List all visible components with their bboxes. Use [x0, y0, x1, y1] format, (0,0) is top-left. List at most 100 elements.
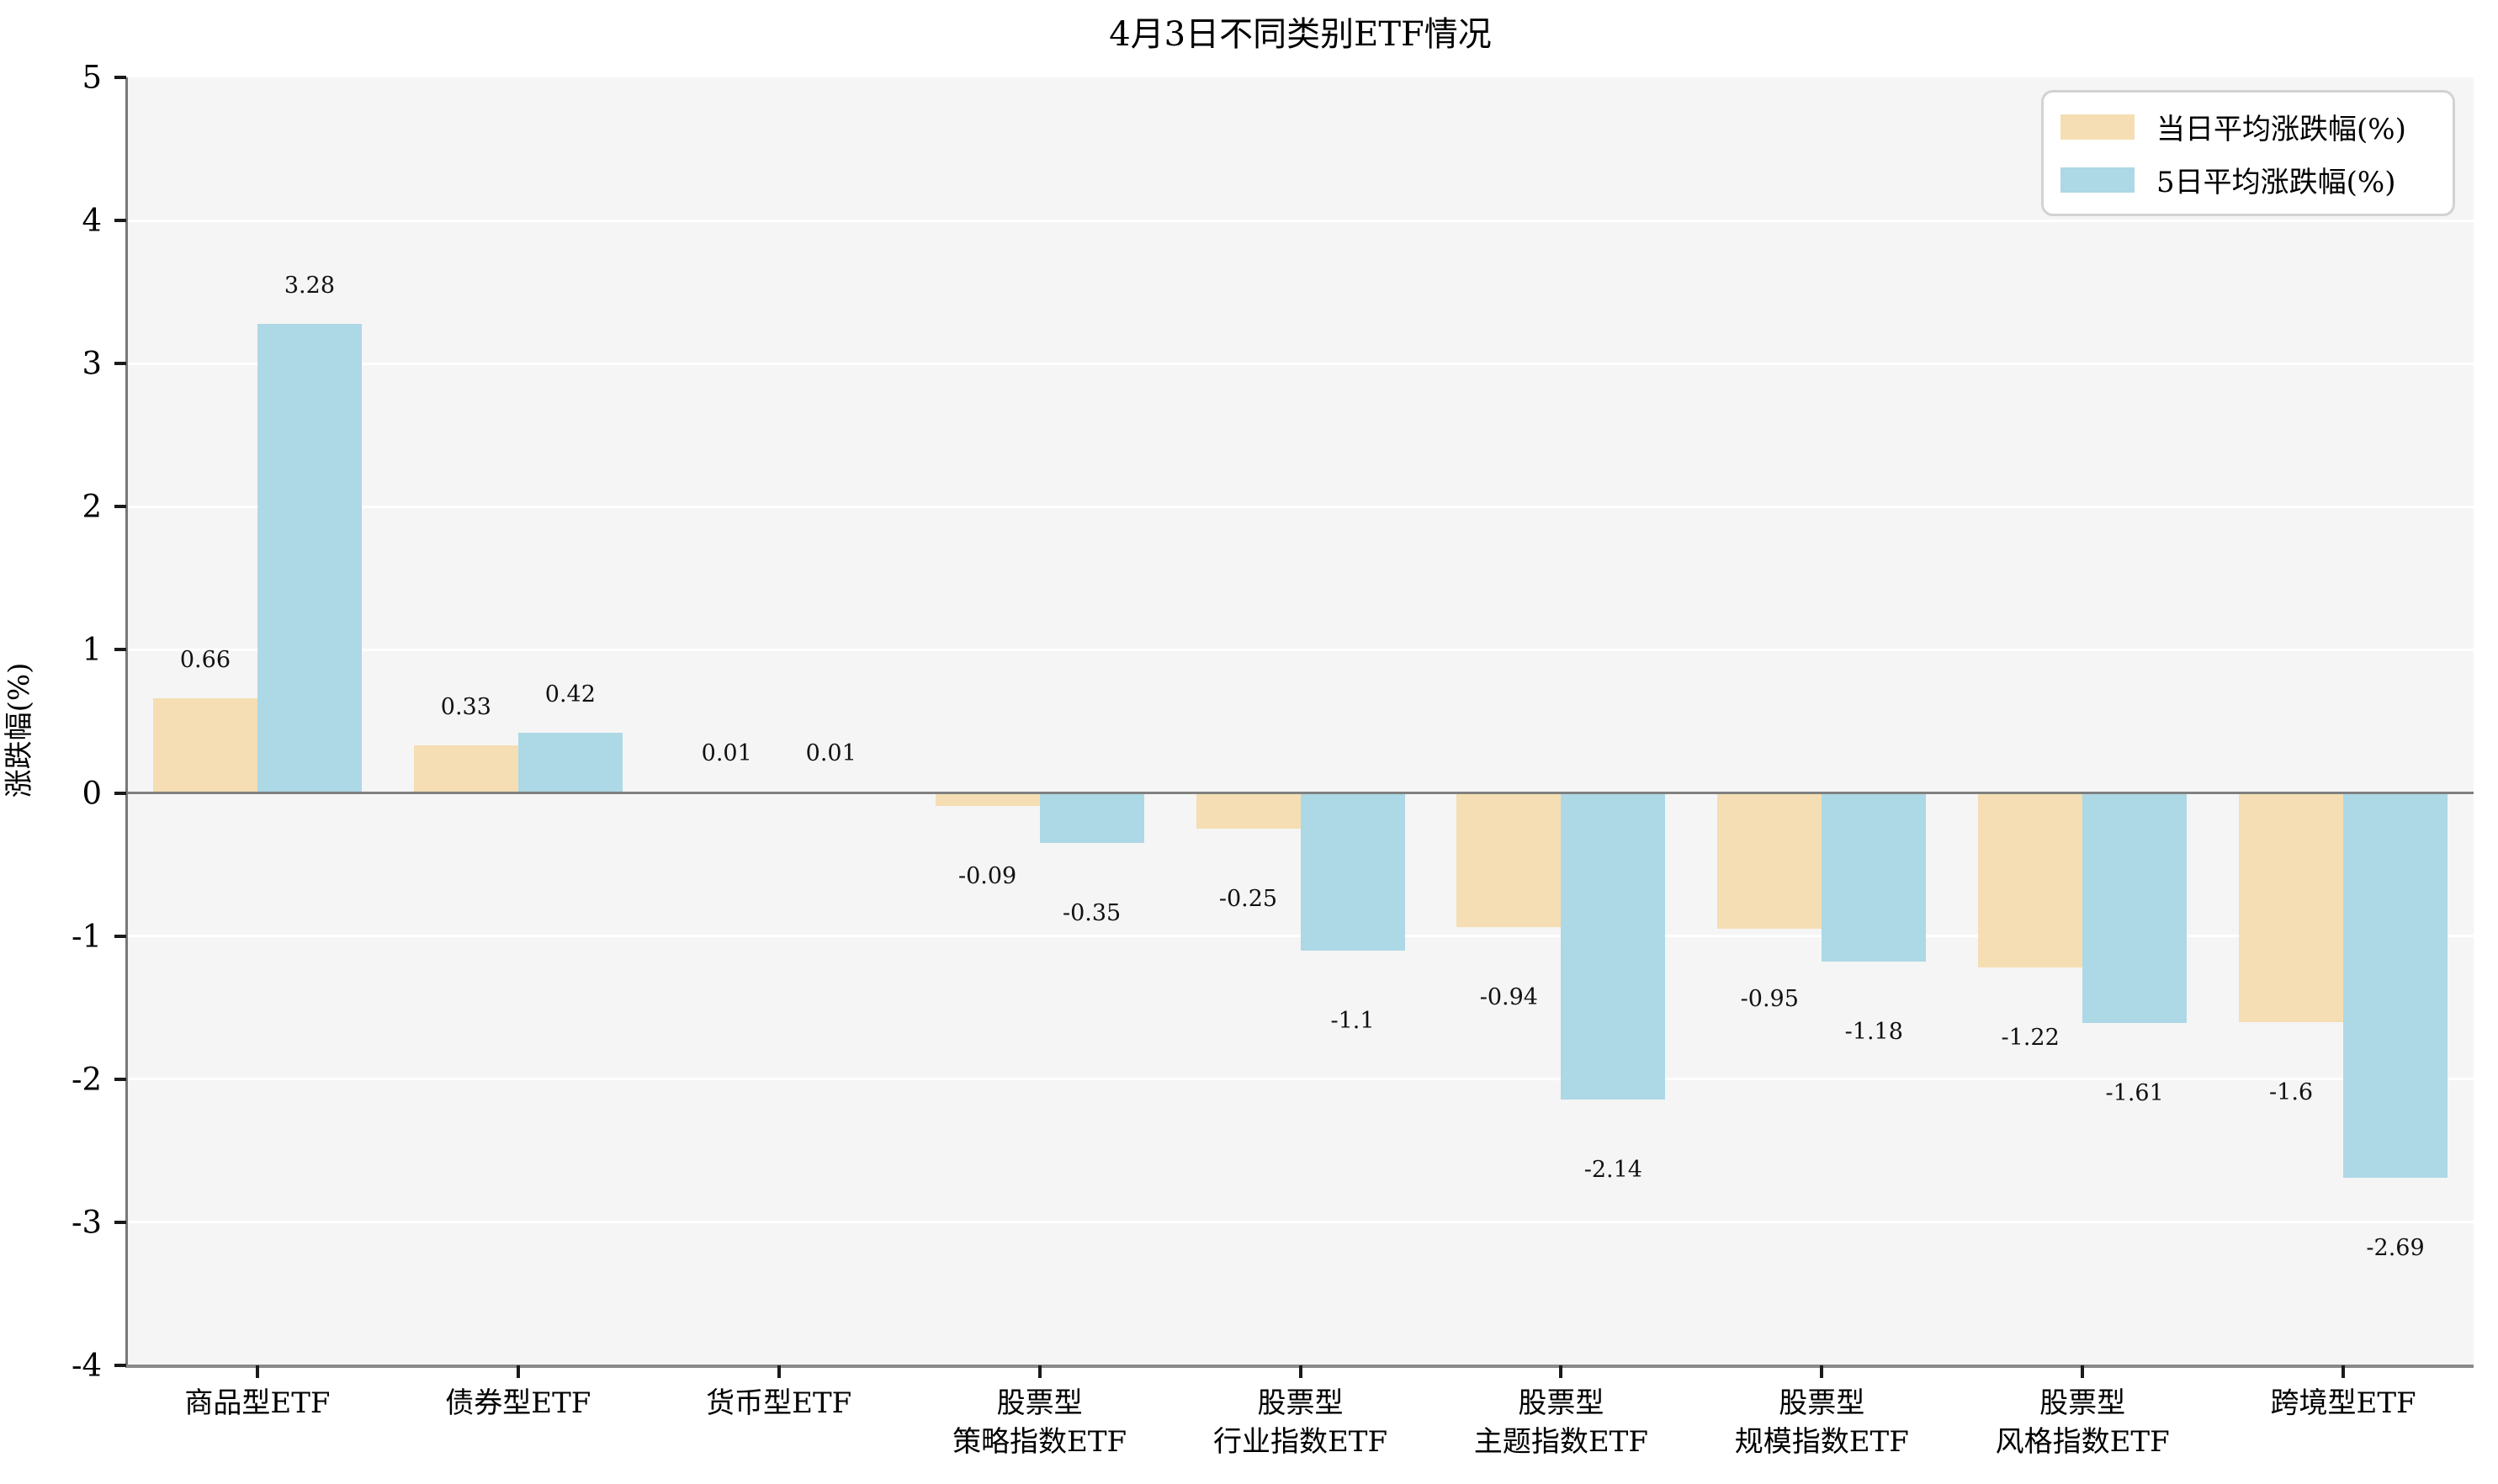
bar-daily [1717, 792, 1822, 930]
y-tick-mark [114, 219, 126, 223]
bar-value-label: 0.66 [179, 647, 231, 674]
bar-value-label: -2.69 [2366, 1235, 2425, 1262]
bar-5day [2082, 792, 2188, 1024]
bar-5day [1039, 792, 1144, 844]
x-tick-label: 货币型ETF [644, 1384, 914, 1423]
y-tick-mark [114, 76, 126, 79]
x-tick-mark [1559, 1365, 1563, 1378]
bar-daily [2239, 792, 2344, 1022]
chart-title: 4月3日不同类别ETF情况 [1109, 15, 1492, 54]
y-tick-mark [114, 791, 126, 795]
y-axis-title: 涨跌幅(%) [3, 662, 36, 798]
y-tick-label: 0 [82, 775, 102, 812]
x-tick-label: 股票型主题指数ETF [1426, 1384, 1695, 1461]
legend-label-daily: 当日平均涨跌幅(%) [2156, 113, 2406, 146]
legend-item-series-2: 5日平均涨跌幅(%) [2060, 159, 2436, 200]
x-tick-label-line: 规模指数ETF [1734, 1425, 1909, 1459]
gridline [127, 1078, 2474, 1081]
gridline [127, 1221, 2474, 1224]
x-tick-mark [2342, 1365, 2346, 1378]
legend-label-5day: 5日平均涨跌幅(%) [2156, 166, 2396, 199]
bar-5day [257, 323, 362, 793]
y-tick-label: 1 [82, 631, 102, 668]
y-tick-mark [114, 362, 126, 366]
bar-value-label: 3.28 [284, 272, 335, 299]
x-tick-label: 股票型规模指数ETF [1687, 1384, 1956, 1461]
gridline [127, 362, 2474, 365]
x-tick-mark [2081, 1365, 2085, 1378]
bar-value-label: -0.95 [1740, 986, 1799, 1013]
bar-value-label: 0.01 [701, 739, 752, 766]
x-tick-mark [516, 1365, 520, 1378]
x-tick-label-line: 商品型ETF [184, 1386, 331, 1420]
bar-daily [935, 792, 1040, 806]
bar-value-label: -1.1 [1330, 1007, 1375, 1034]
x-tick-label-line: 主题指数ETF [1473, 1425, 1648, 1459]
x-tick-label-line: 债券型ETF [445, 1386, 591, 1420]
x-tick-mark [1820, 1365, 1824, 1378]
x-tick-label-line: 股票型 [1518, 1386, 1604, 1420]
legend-swatch-daily [2060, 114, 2135, 140]
bar-daily [152, 698, 257, 793]
x-tick-label-line: 风格指数ETF [1995, 1425, 2170, 1459]
x-tick-label: 股票型策略指数ETF [905, 1384, 1175, 1461]
bar-value-label: -2.14 [1583, 1156, 1642, 1183]
x-tick-mark [1037, 1365, 1042, 1378]
bar-value-label: -0.09 [957, 862, 1017, 889]
bar-daily [1978, 792, 2083, 968]
y-tick-label: -3 [71, 1204, 102, 1241]
x-tick-mark [777, 1365, 781, 1378]
x-tick-label-line: 股票型 [2039, 1386, 2126, 1420]
bar-value-label: 0.33 [440, 694, 491, 721]
y-tick-label: 5 [82, 59, 102, 96]
y-axis-spine [125, 77, 128, 1368]
bar-value-label: 0.42 [544, 681, 596, 708]
bar-daily [1196, 792, 1301, 829]
y-tick-label: -1 [71, 918, 102, 955]
y-tick-label: 3 [82, 345, 102, 382]
x-tick-mark [255, 1365, 259, 1378]
y-tick-label: -4 [71, 1347, 102, 1384]
legend-swatch-5day [2060, 167, 2135, 193]
x-tick-label: 股票型行业指数ETF [1166, 1384, 1435, 1461]
gridline [127, 648, 2474, 651]
bar-value-label: -0.94 [1479, 984, 1538, 1011]
y-tick-mark [114, 648, 126, 652]
x-tick-label-line: 策略指数ETF [952, 1425, 1127, 1459]
bar-value-label: -1.6 [2269, 1079, 2314, 1105]
legend-item-series-1: 当日平均涨跌幅(%) [2060, 106, 2436, 147]
bar-value-label: -1.61 [2105, 1080, 2164, 1107]
x-tick-label-line: 股票型 [1779, 1386, 1865, 1420]
y-tick-label: 4 [82, 202, 102, 239]
x-tick-label: 跨境型ETF [2209, 1384, 2478, 1423]
y-tick-mark [114, 505, 126, 509]
y-tick-mark [114, 1077, 126, 1081]
bar-value-label: 0.01 [805, 739, 857, 766]
gridline [127, 505, 2474, 508]
gridline [127, 219, 2474, 222]
bar-value-label: -0.25 [1218, 886, 1278, 913]
legend: 当日平均涨跌幅(%) 5日平均涨跌幅(%) [2041, 90, 2455, 216]
x-tick-mark [1298, 1365, 1302, 1378]
x-tick-label: 债券型ETF [384, 1384, 653, 1423]
x-tick-label-line: 股票型 [996, 1386, 1083, 1420]
x-tick-label-line: 股票型 [1257, 1386, 1344, 1420]
bar-5day [1300, 792, 1405, 951]
x-tick-label-line: 行业指数ETF [1212, 1425, 1388, 1459]
y-tick-mark [114, 934, 126, 938]
bar-daily [1456, 792, 1562, 928]
bar-5day [1822, 792, 1927, 962]
zero-line [127, 792, 2474, 795]
bar-value-label: -1.18 [1844, 1019, 1903, 1046]
bar-5day [1561, 792, 1666, 1100]
y-tick-label: 2 [82, 488, 102, 525]
y-tick-mark [114, 1220, 126, 1224]
y-tick-mark [114, 1364, 126, 1367]
bar-5day [2343, 792, 2448, 1179]
x-tick-label: 股票型风格指数ETF [1948, 1384, 2217, 1461]
bar-value-label: -0.35 [1062, 900, 1122, 927]
bar-5day [517, 733, 623, 793]
x-tick-label-line: 货币型ETF [706, 1386, 852, 1420]
bar-daily [413, 745, 518, 793]
